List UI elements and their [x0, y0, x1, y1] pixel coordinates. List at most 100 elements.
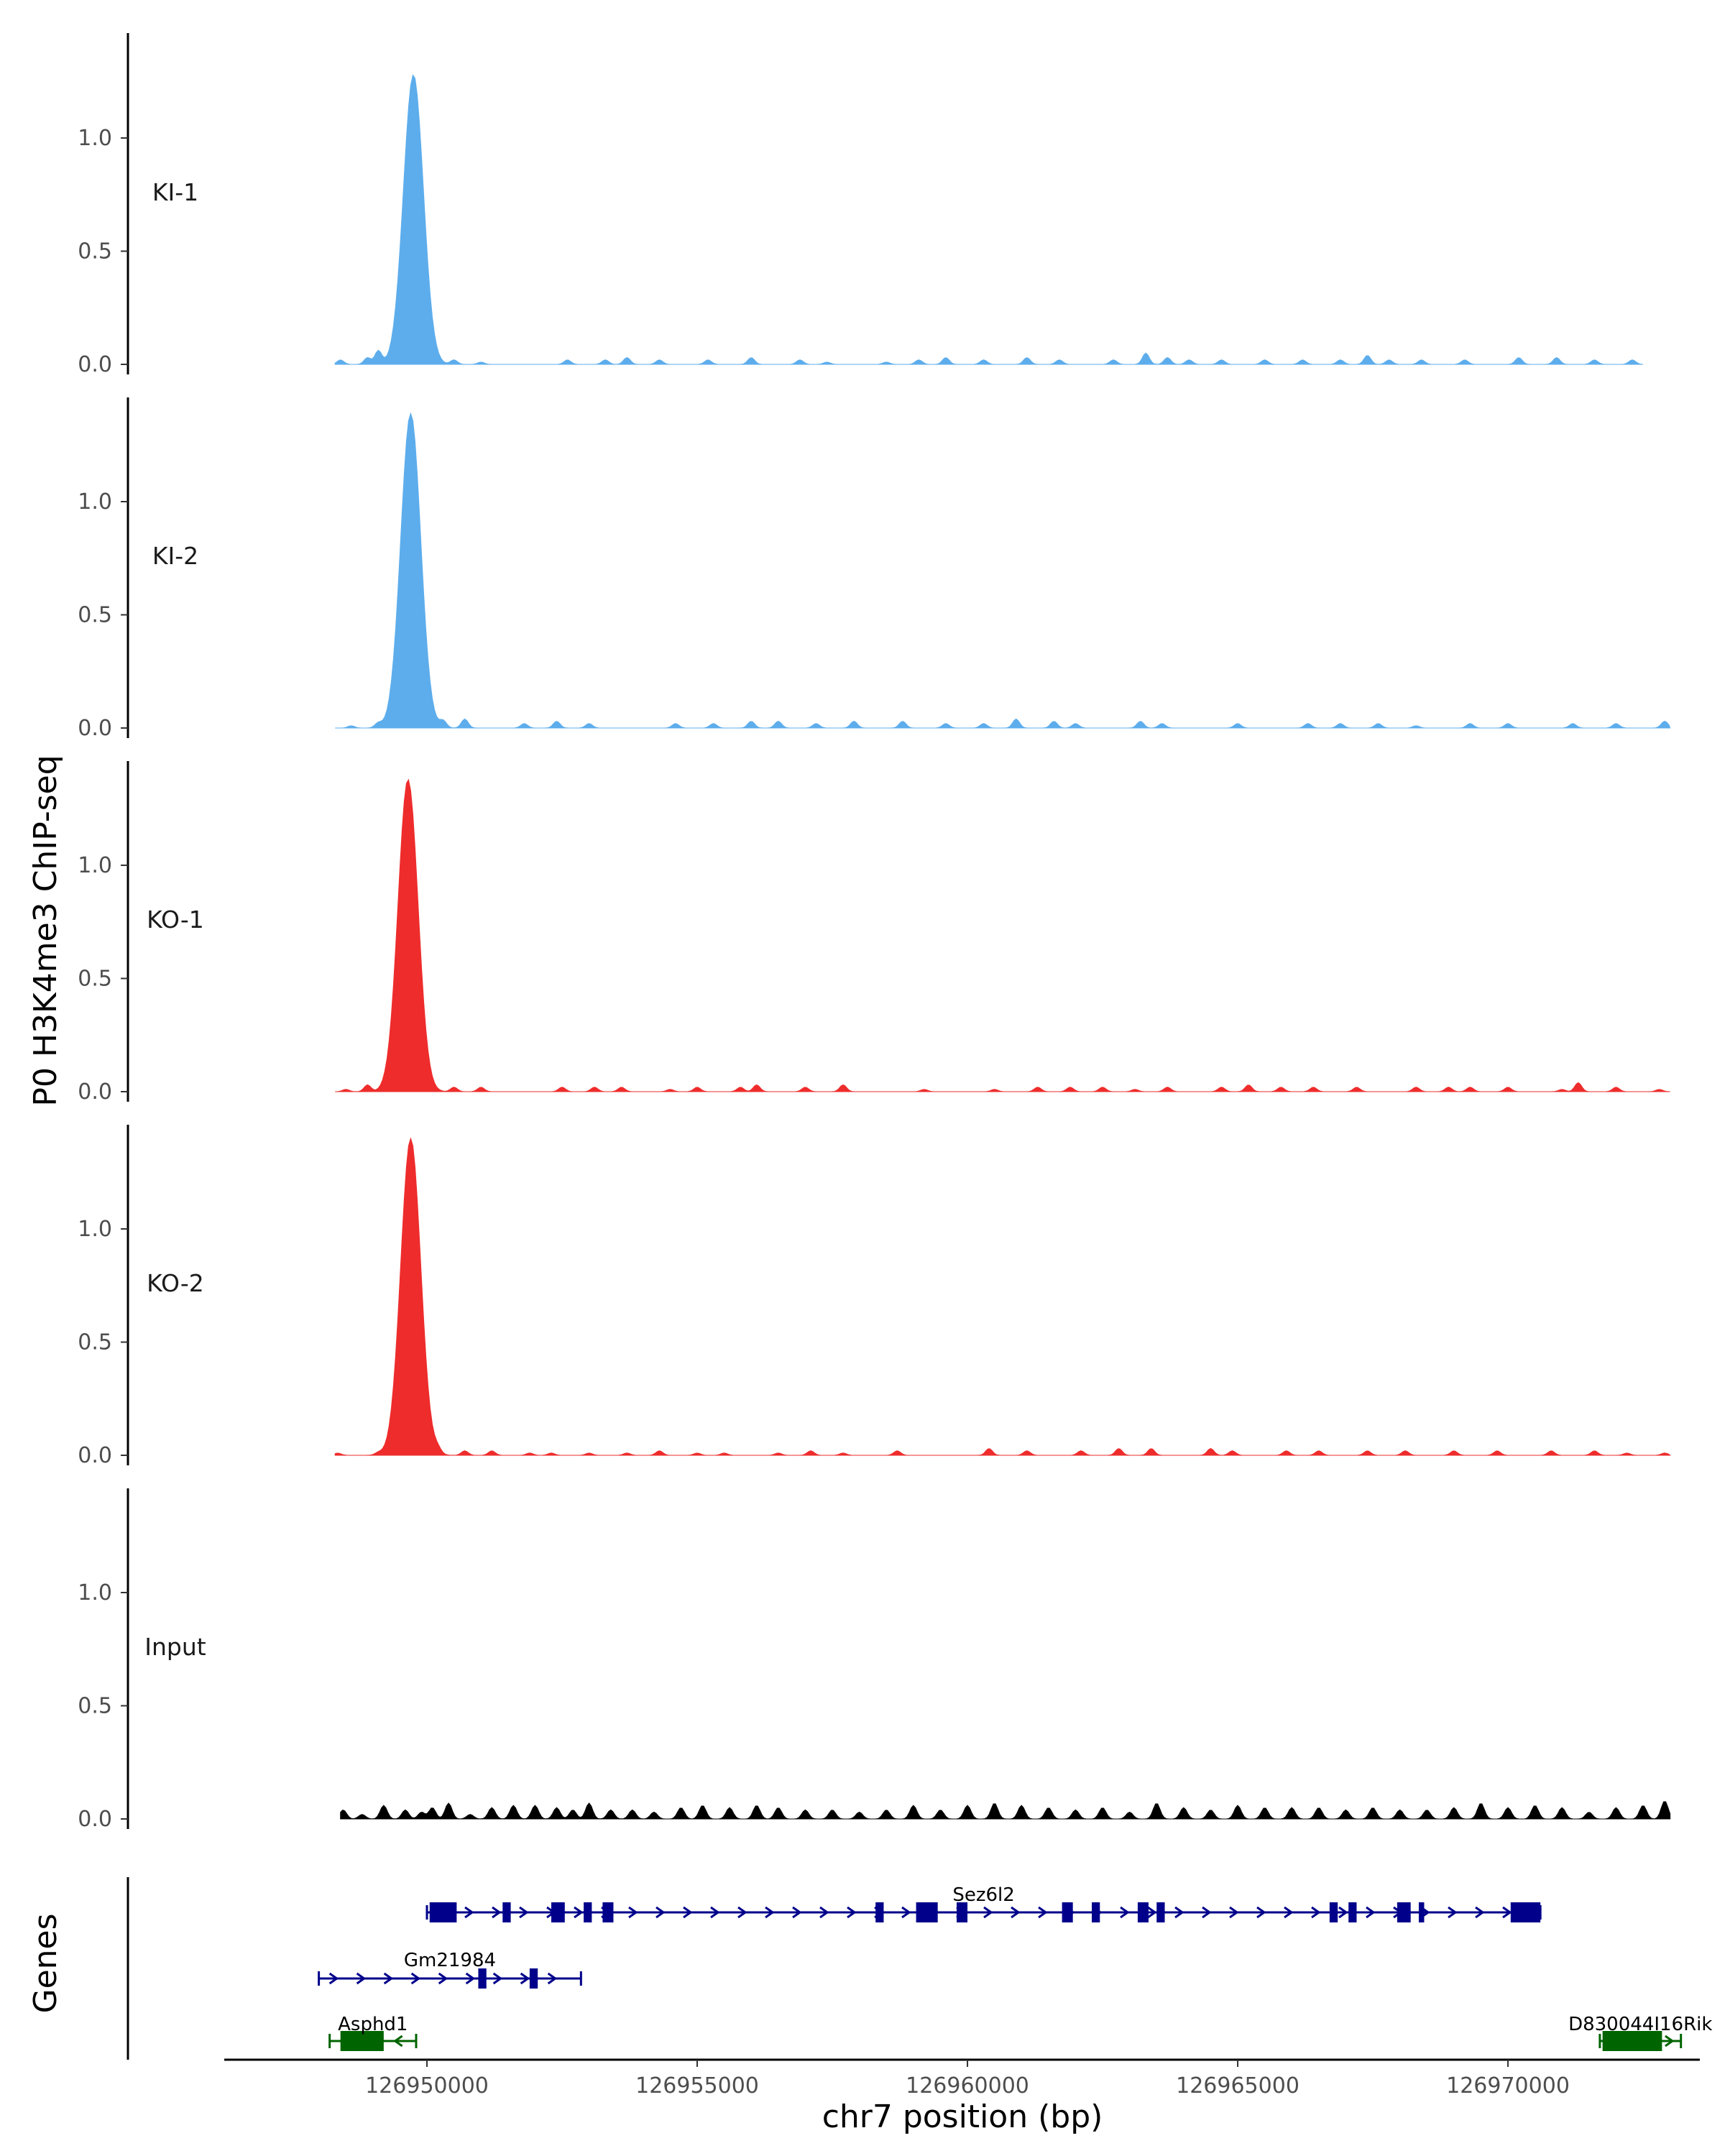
- strand-arrow: [1120, 1906, 1130, 1919]
- exon: [916, 1902, 938, 1922]
- strand-arrow: [1038, 1906, 1048, 1919]
- exon: [529, 1968, 538, 1989]
- strand-arrow: [464, 1906, 474, 1919]
- track-panel-input: 0.0 0.5 1.0 Input: [78, 1488, 1671, 1832]
- track-panel-ko-2: 0.0 0.5 1.0 KO-2: [78, 1125, 1671, 1468]
- strand-arrow: [393, 2035, 403, 2047]
- track-label-input: Input: [144, 1633, 206, 1661]
- strand-arrow: [492, 1906, 502, 1919]
- gene-sez6l2: Sez6l2: [426, 1884, 1542, 1922]
- y-tick-label: 1.0: [78, 1217, 112, 1242]
- strand-arrow: [438, 1972, 448, 1985]
- exon: [1418, 1902, 1425, 1922]
- strand-arrow: [1475, 1906, 1485, 1919]
- strand-arrow: [765, 1906, 775, 1919]
- x-tick-label: 126955000: [635, 2073, 759, 2099]
- track-label-ko-1: KO-1: [147, 906, 204, 934]
- gene-gm21984: Gm21984: [318, 1950, 582, 1989]
- strand-arrow: [710, 1906, 720, 1919]
- x-tick-label: 126970000: [1446, 2073, 1570, 2099]
- strand-arrow: [1502, 1906, 1512, 1919]
- exon: [1510, 1902, 1541, 1922]
- gene-asphd1: Asphd1: [328, 2014, 418, 2051]
- x-tick-label: 126960000: [906, 2073, 1029, 2099]
- strand-arrow: [1174, 1906, 1184, 1919]
- signal-area-ko-2: [334, 1137, 1671, 1456]
- strand-arrow: [1202, 1906, 1212, 1919]
- track-label-ko-2: KO-2: [147, 1269, 204, 1297]
- strand-arrow: [1338, 1906, 1348, 1919]
- strand-arrow: [1256, 1906, 1266, 1919]
- exon: [551, 1902, 565, 1922]
- strand-arrow: [1311, 1906, 1321, 1919]
- strand-arrow: [819, 1906, 829, 1919]
- strand-arrow: [983, 1906, 993, 1919]
- exon: [1329, 1902, 1338, 1922]
- exon: [875, 1902, 884, 1922]
- exon: [502, 1902, 511, 1922]
- strand-arrow: [656, 1906, 666, 1919]
- y-axis-title: P0 H3K4me3 ChIP-seq: [27, 755, 64, 1106]
- strand-arrow: [901, 1906, 911, 1919]
- y-tick-label: 1.0: [78, 489, 112, 515]
- exon: [1602, 2031, 1662, 2051]
- x-axis-title: chr7 position (bp): [822, 2099, 1103, 2135]
- strand-arrow: [628, 1906, 638, 1919]
- track-panel-ki-1: 0.0 0.5 1.0 KI-1: [78, 33, 1644, 377]
- strand-arrow: [1011, 1906, 1021, 1919]
- y-tick-label: 0.5: [78, 1330, 112, 1355]
- exon: [1137, 1902, 1149, 1922]
- strand-arrow: [1229, 1906, 1239, 1919]
- strand-arrow: [492, 1972, 503, 1985]
- exon: [956, 1902, 968, 1922]
- strand-arrow: [847, 1906, 857, 1919]
- strand-arrow: [465, 1972, 476, 1985]
- strand-arrow: [792, 1906, 802, 1919]
- strand-arrow: [1448, 1906, 1458, 1919]
- gene-label: Gm21984: [404, 1950, 496, 1971]
- signal-area-ki-2: [335, 412, 1671, 729]
- exon: [602, 1902, 614, 1922]
- y-tick-label: 0.0: [78, 1807, 112, 1832]
- signal-area-input: [340, 1801, 1671, 1820]
- gene-label: Sez6l2: [952, 1884, 1014, 1906]
- exon: [584, 1902, 592, 1922]
- y-tick-label: 0.5: [78, 1694, 112, 1719]
- exon: [1156, 1902, 1165, 1922]
- strand-arrow: [520, 1972, 530, 1985]
- strand-arrow: [328, 1972, 339, 1985]
- exon: [1397, 1902, 1411, 1922]
- strand-arrow: [1665, 2035, 1675, 2047]
- exon: [478, 1968, 487, 1989]
- strand-arrow: [1366, 1906, 1376, 1919]
- strand-arrow: [383, 1972, 394, 1985]
- track-label-ki-2: KI-2: [152, 542, 198, 570]
- strand-arrow: [1147, 1906, 1157, 1919]
- strand-arrow: [519, 1906, 529, 1919]
- genes-axis-title: Genes: [27, 1913, 64, 2013]
- signal-area-ki-1: [334, 74, 1644, 365]
- strand-arrow: [410, 1972, 421, 1985]
- exon: [1062, 1902, 1073, 1922]
- track-panel-ko-1: 0.0 0.5 1.0 KO-1: [78, 761, 1670, 1105]
- strand-arrow: [683, 1906, 693, 1919]
- y-tick-label: 1.0: [78, 853, 112, 878]
- track-panel-ki-2: 0.0 0.5 1.0 KI-2: [78, 397, 1671, 741]
- strand-arrow: [737, 1906, 748, 1919]
- gene-d830044i16rik: D830044I16Rik: [1568, 2014, 1712, 2051]
- exon: [1091, 1902, 1100, 1922]
- exon: [340, 2031, 384, 2051]
- y-tick-label: 1.0: [78, 1580, 112, 1606]
- y-tick-label: 0.5: [78, 967, 112, 992]
- y-tick-label: 1.0: [78, 126, 112, 151]
- strand-arrow: [1284, 1906, 1294, 1919]
- y-tick-label: 0.5: [78, 603, 112, 628]
- y-tick-label: 0.0: [78, 352, 112, 377]
- gene-label: Asphd1: [338, 2014, 408, 2035]
- x-tick-label: 126965000: [1176, 2073, 1300, 2099]
- exon: [429, 1902, 457, 1922]
- y-tick-label: 0.0: [78, 1079, 112, 1105]
- y-tick-label: 0.5: [78, 239, 112, 264]
